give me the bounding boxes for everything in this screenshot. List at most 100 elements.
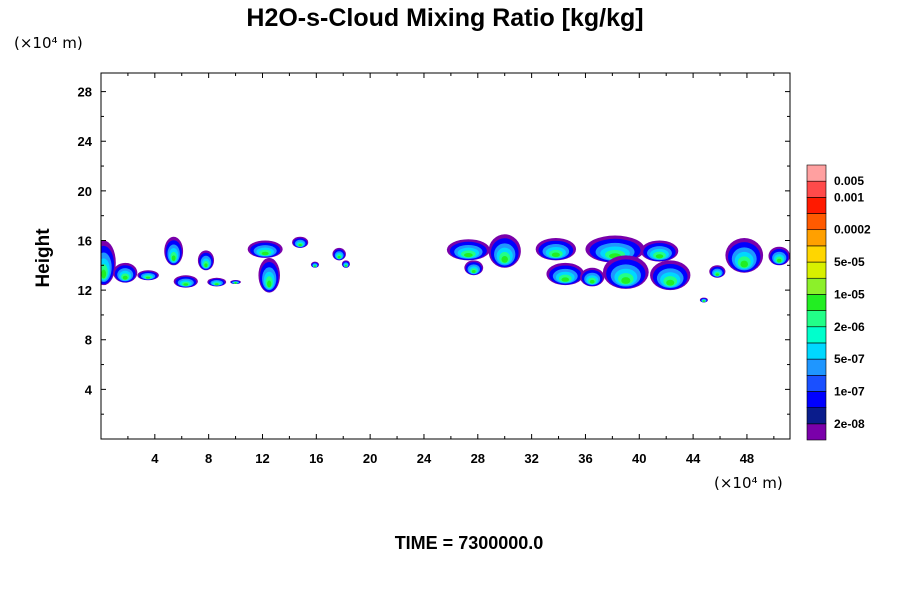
x-tick-label: 4 <box>151 451 159 466</box>
cloud-cell <box>113 262 138 283</box>
colorbar-swatch <box>806 310 827 328</box>
y-tick-label: 24 <box>78 134 93 149</box>
cloud-cell-layer <box>621 277 631 284</box>
chart-title: H2O-s-Cloud Mixing Ratio [kg/kg] <box>246 4 643 32</box>
cloud-cell-layer <box>261 251 269 256</box>
colorbar-label: 1e-07 <box>834 384 865 398</box>
cloud-cell-layer <box>267 280 272 288</box>
colorbar-swatch <box>806 294 827 311</box>
x-tick-label: 20 <box>363 451 377 466</box>
cloud-cell <box>230 280 241 285</box>
cloud-cell-layer <box>122 275 128 280</box>
colorbar-swatch <box>806 374 827 392</box>
x-tick-label: 32 <box>524 451 538 466</box>
cloud-cell <box>446 239 490 261</box>
cloud-cell <box>101 240 116 286</box>
y-tick-label: 4 <box>85 382 93 397</box>
cloud-cell <box>709 265 726 278</box>
cloud-cell-layer <box>145 276 151 279</box>
colorbar-label: 0.001 <box>834 190 864 204</box>
cloud-cell-layer <box>471 270 476 273</box>
colorbar-swatch <box>806 213 827 231</box>
x-tick-label: 24 <box>417 451 432 466</box>
cloud-cell-layer <box>589 279 595 284</box>
cloud-cell-layer <box>171 255 176 262</box>
cloud-cell <box>332 247 346 261</box>
cloud-cell-layer <box>101 269 107 279</box>
cloud-cell <box>546 262 585 286</box>
colorbar-swatch <box>806 391 827 408</box>
colorbar-label: 5e-05 <box>834 255 865 269</box>
cloud-cell-layer <box>740 260 749 268</box>
colorbar-swatch <box>806 423 827 441</box>
cloud-cell-layer <box>777 258 782 263</box>
cloud-cell <box>164 236 184 266</box>
cloud-cell <box>137 270 159 281</box>
cloud-cell-layer <box>313 265 316 268</box>
colorbar-swatch <box>806 245 827 263</box>
colorbar-label: 0.0002 <box>834 223 871 237</box>
colorbar-label: 5e-07 <box>834 352 865 366</box>
colorbar-swatch <box>806 342 827 360</box>
colorbar-swatch <box>806 407 827 425</box>
cloud-cell-layer <box>298 244 302 247</box>
time-label: TIME = 7300000.0 <box>395 533 544 553</box>
y-tick-label: 8 <box>85 333 92 348</box>
cloud-cell <box>341 260 350 268</box>
cloud-cell <box>488 234 521 268</box>
cloud-cell <box>310 261 320 268</box>
cloud-cell-layer <box>702 300 705 303</box>
colorbar-swatch <box>806 229 827 247</box>
colorbar-swatch <box>806 358 827 376</box>
cloud-cell-layer <box>551 252 560 257</box>
cloud-cell <box>292 236 309 248</box>
cloud-cell <box>173 275 198 288</box>
colorbar-swatch <box>806 197 827 214</box>
colorbar-label: 1e-05 <box>834 287 865 301</box>
colorbar-swatch <box>806 277 827 295</box>
cloud-cell-layer <box>715 273 719 276</box>
y-axis-unit: (×10⁴ m) <box>14 34 83 52</box>
cloud-cell-layer <box>204 263 208 268</box>
x-tick-label: 48 <box>740 451 754 466</box>
colorbar-label: 2e-06 <box>834 320 865 334</box>
x-tick-label: 16 <box>309 451 323 466</box>
plot-frame <box>100 72 791 440</box>
cloud-field <box>101 234 790 303</box>
cloud-cell <box>464 260 484 276</box>
cloud-cell <box>258 257 280 293</box>
cloud-cell <box>768 246 790 266</box>
cloud-cell <box>197 250 215 271</box>
cloud-cell <box>535 238 577 261</box>
cloud-cell-layer <box>183 283 189 286</box>
cloud-cell-layer <box>655 254 664 259</box>
cloud-cell <box>725 238 764 273</box>
x-axis-unit: (×10⁴ m) <box>714 474 783 492</box>
cloud-cell-layer <box>234 282 237 285</box>
cloud-cell <box>580 267 605 287</box>
colorbar-swatch <box>806 180 827 198</box>
cloud-cell-layer <box>214 283 219 286</box>
cloud-cell-layer <box>464 252 473 258</box>
colorbar-swatch <box>806 326 827 344</box>
colorbar-swatch <box>806 261 827 279</box>
x-tick-label: 12 <box>255 451 269 466</box>
colorbar-swatch <box>806 164 827 182</box>
x-tick-label: 8 <box>205 451 212 466</box>
y-tick-label: 12 <box>78 283 92 298</box>
y-tick-label: 16 <box>78 233 92 248</box>
x-tick-label: 44 <box>686 451 701 466</box>
colorbar-label: 2e-08 <box>834 417 865 431</box>
cloud-cell-layer <box>337 256 341 259</box>
cloud-cell <box>207 277 227 287</box>
cloud-cell-layer <box>666 279 675 286</box>
colorbar-label: 0.005 <box>834 174 864 188</box>
x-tick-label: 40 <box>632 451 646 466</box>
cloud-cell <box>650 260 691 291</box>
y-axis-label: Height <box>33 228 54 288</box>
y-tick-label: 28 <box>78 85 92 100</box>
cloud-cell-layer <box>561 277 570 282</box>
cloud-cell-layer <box>501 256 508 263</box>
